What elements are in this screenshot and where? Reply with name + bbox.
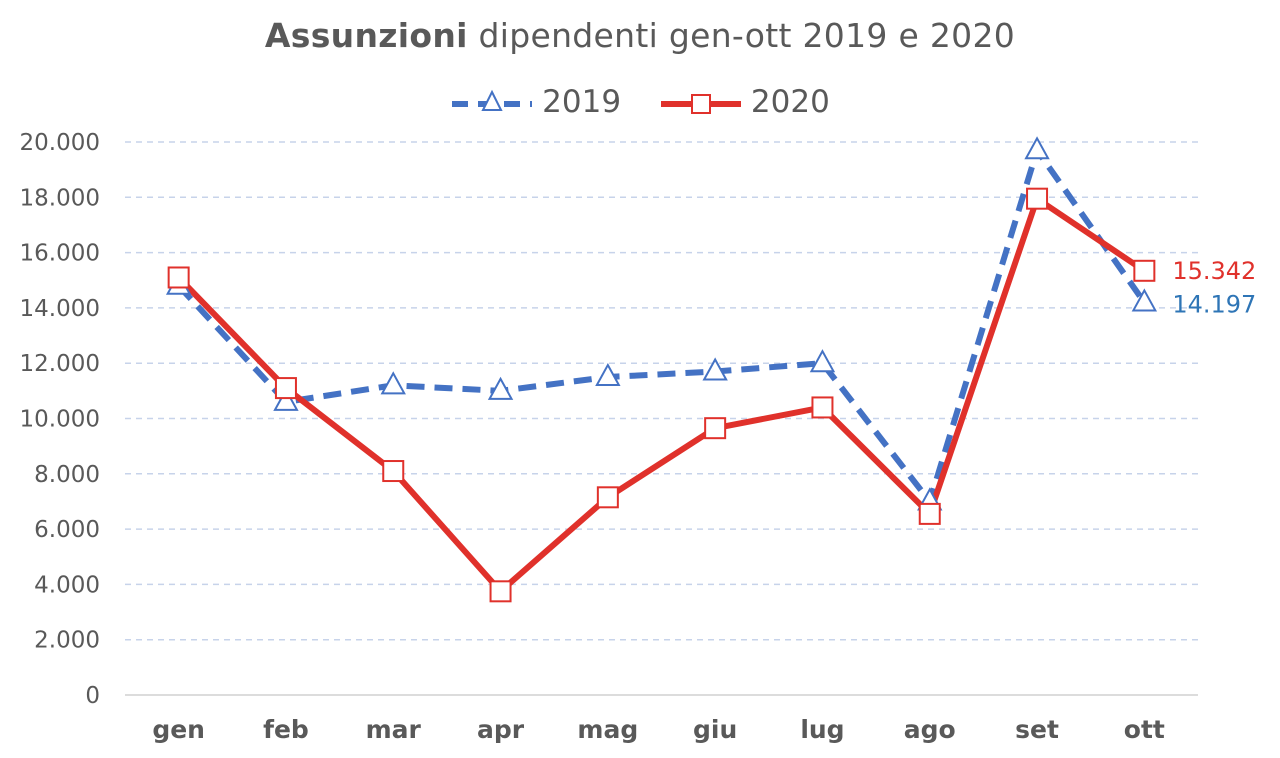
y-tick-label: 8.000	[34, 462, 100, 488]
x-tick-label: lug	[800, 715, 844, 744]
y-tick-label: 20.000	[20, 130, 100, 156]
point-2020-mar	[382, 460, 405, 483]
y-tick-label: 18.000	[20, 185, 100, 211]
x-tick-label: giu	[693, 715, 737, 744]
point-2020-feb	[274, 377, 297, 400]
chart-title-rest: dipendenti gen-ott 2019 e 2020	[467, 16, 1016, 55]
data-label-2019-ott: 14.197	[1172, 290, 1256, 318]
point-2020-gen	[167, 266, 190, 289]
point-2020-set	[1026, 187, 1049, 210]
y-tick-label: 2.000	[34, 628, 100, 654]
x-tick-label: mag	[577, 715, 638, 744]
x-tick-label: set	[1015, 715, 1059, 744]
point-2020-ago	[918, 502, 941, 525]
legend-label-2019: 2019	[542, 84, 622, 120]
point-2020-lug	[811, 396, 834, 419]
point-2019-mag	[595, 362, 621, 387]
legend-swatch-2020	[660, 94, 741, 114]
y-tick-label: 6.000	[34, 517, 100, 543]
x-tick-label: mar	[366, 715, 422, 744]
legend-label-2020: 2020	[750, 84, 830, 120]
point-2019-mar	[380, 371, 406, 395]
point-2020-apr	[489, 580, 512, 603]
y-tick-label: 16.000	[20, 241, 100, 267]
point-2020-giu	[704, 417, 727, 440]
series-line-2019	[176, 147, 1147, 505]
y-tick-label: 10.000	[20, 407, 100, 433]
x-tick-label: apr	[477, 715, 525, 744]
x-tick-label: ago	[904, 715, 956, 744]
point-2019-feb	[273, 387, 299, 411]
legend-swatch-2019	[452, 89, 533, 111]
chart-title-bold: Assunzioni	[264, 16, 468, 55]
point-2020-ott	[1133, 259, 1156, 282]
point-2019-ott	[1131, 288, 1158, 312]
point-2020-mag	[596, 486, 619, 509]
legend-item-2020: 2020	[659, 84, 830, 120]
chart-title: Assunzioni dipendenti gen-ott 2019 e 202…	[0, 16, 1280, 55]
point-2019-giu	[702, 357, 728, 381]
data-label-2020-ott: 15.342	[1172, 257, 1256, 285]
point-2019-lug	[809, 349, 836, 373]
series-line-2020	[176, 195, 1147, 595]
x-tick-label: gen	[152, 715, 205, 744]
x-tick-label: feb	[263, 715, 309, 744]
y-tick-label: 0	[85, 683, 100, 709]
point-2019-set	[1024, 136, 1050, 160]
y-tick-label: 14.000	[20, 296, 100, 322]
x-tick-label: ott	[1124, 715, 1165, 744]
legend-item-2019: 2019	[450, 84, 621, 120]
point-2019-apr	[487, 376, 514, 400]
chart-legend: 2019 2020	[0, 84, 1280, 125]
y-tick-label: 4.000	[34, 572, 100, 598]
y-tick-label: 12.000	[20, 351, 100, 377]
